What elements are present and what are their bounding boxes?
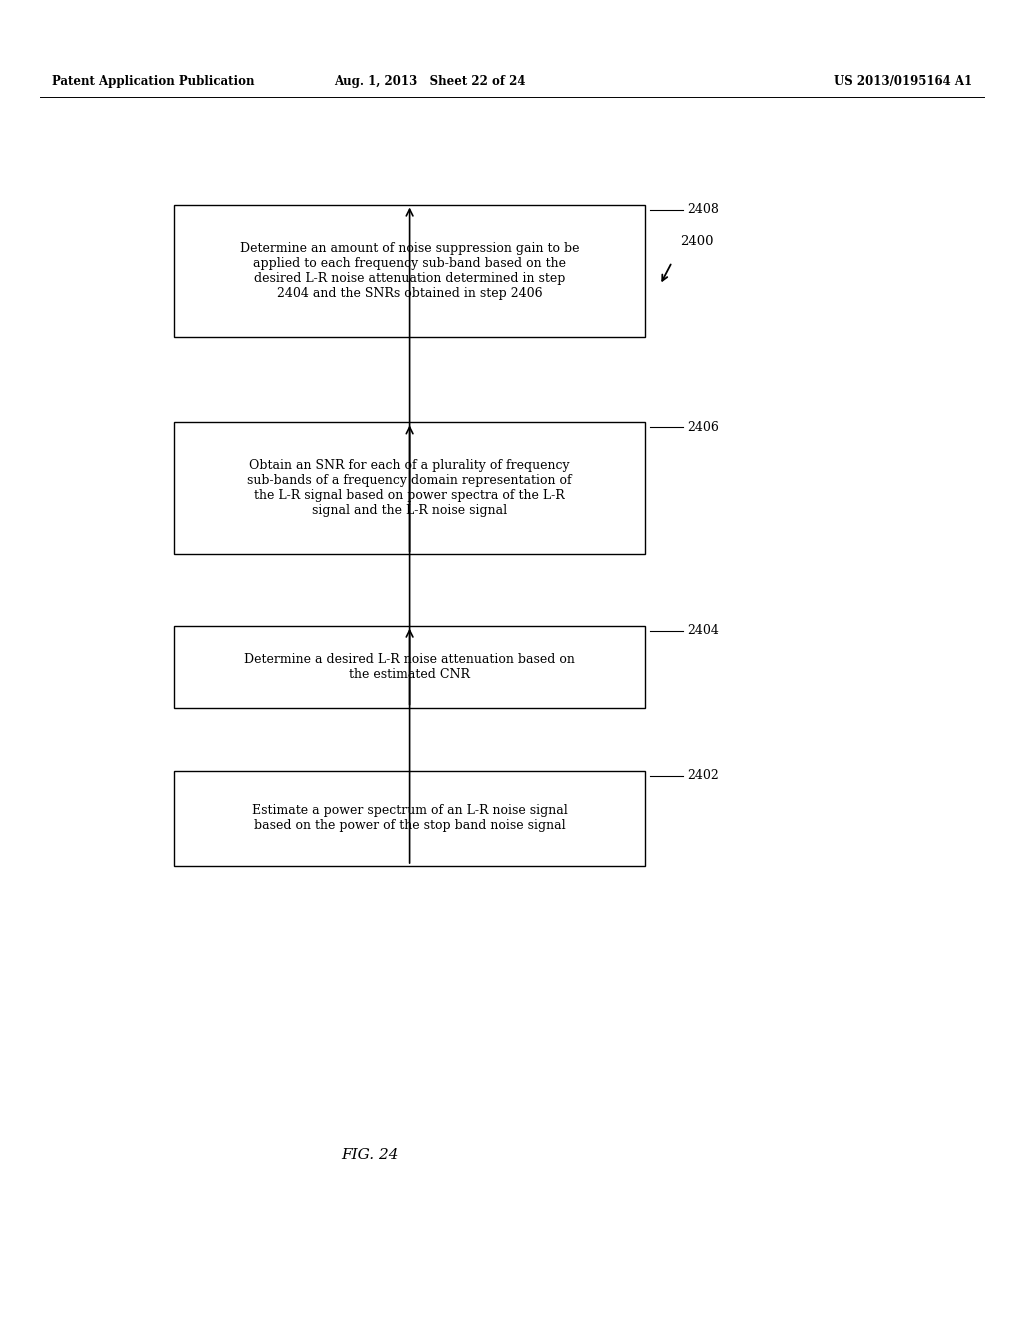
- Text: 2408: 2408: [687, 203, 719, 216]
- Text: Aug. 1, 2013   Sheet 22 of 24: Aug. 1, 2013 Sheet 22 of 24: [334, 75, 525, 88]
- Text: Obtain an SNR for each of a plurality of frequency
sub-bands of a frequency doma: Obtain an SNR for each of a plurality of…: [247, 459, 572, 517]
- Bar: [174, 422, 645, 554]
- Text: Determine an amount of noise suppression gain to be
applied to each frequency su: Determine an amount of noise suppression…: [240, 242, 580, 300]
- Text: 2400: 2400: [680, 235, 714, 248]
- Bar: [174, 771, 645, 866]
- Text: 2404: 2404: [687, 624, 719, 638]
- Text: Estimate a power spectrum of an L-R noise signal
based on the power of the stop : Estimate a power spectrum of an L-R nois…: [252, 804, 567, 833]
- Bar: [174, 626, 645, 708]
- Text: Patent Application Publication: Patent Application Publication: [52, 75, 255, 88]
- Text: 2406: 2406: [687, 421, 719, 434]
- Text: US 2013/0195164 A1: US 2013/0195164 A1: [834, 75, 972, 88]
- Text: Determine a desired L-R noise attenuation based on
the estimated CNR: Determine a desired L-R noise attenuatio…: [244, 652, 575, 681]
- Text: 2402: 2402: [687, 770, 719, 783]
- Bar: [174, 205, 645, 337]
- Text: FIG. 24: FIG. 24: [341, 1148, 398, 1162]
